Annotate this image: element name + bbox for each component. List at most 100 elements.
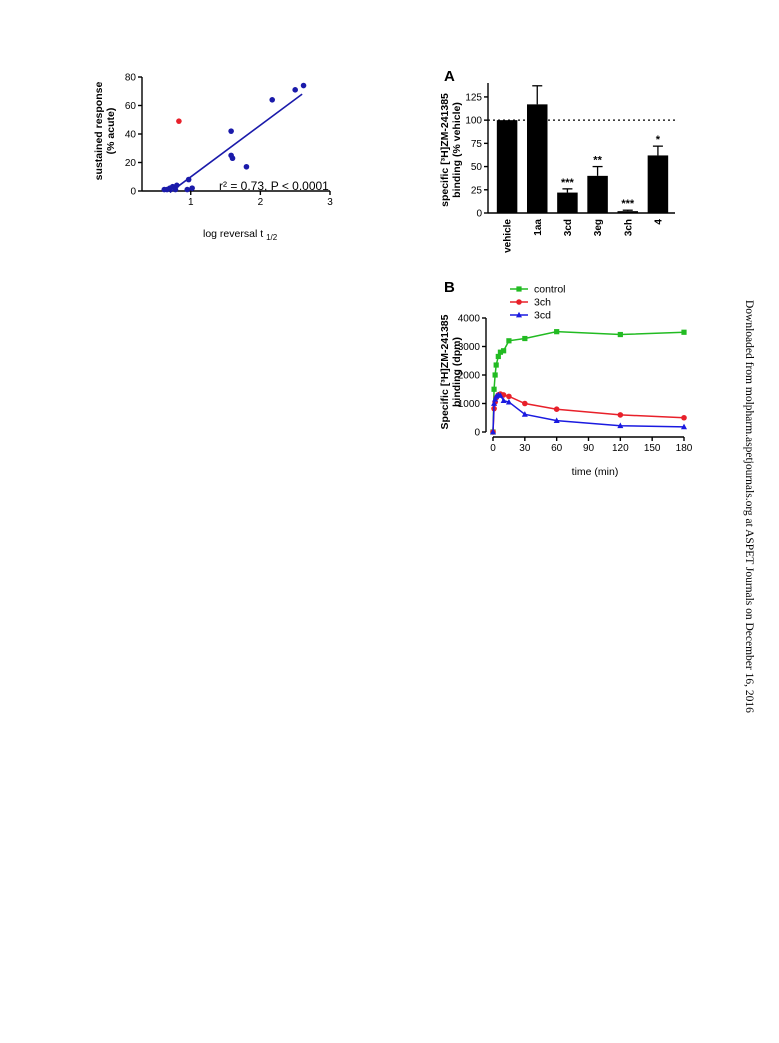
scatter-point <box>184 186 191 193</box>
line-3cd <box>492 394 685 433</box>
scatter-point <box>243 163 250 170</box>
bar-1aa <box>526 104 548 213</box>
line-point-control <box>554 329 560 335</box>
line-point-control <box>493 362 499 368</box>
scatter-annotation: r² = 0.73, P < 0.0001 <box>219 179 329 193</box>
line-y-tick-label: 4000 <box>458 314 481 325</box>
line-point-3cd <box>617 422 624 429</box>
bar-series: ********* <box>496 85 669 213</box>
bar-3ch <box>617 211 639 213</box>
line-x-tick-label: 30 <box>519 443 531 454</box>
line-point-3ch <box>522 400 528 407</box>
scatter-outlier-point <box>176 118 182 124</box>
bar-3eg <box>587 175 608 213</box>
scatter-ylabel-line2: (% acute) <box>105 108 117 155</box>
bar-category-label: 3eg <box>593 219 604 236</box>
line-ylabel-line1: Specific [³H]ZM-241385 <box>439 314 451 429</box>
line-x-tick-label: 120 <box>612 443 629 454</box>
scatter-point <box>189 185 195 191</box>
bar-category-label: 4 <box>653 219 664 225</box>
line-point-control <box>522 335 528 342</box>
bar-y-tick-label: 125 <box>465 92 482 103</box>
scatter-points <box>161 82 307 193</box>
scatter-y-tick-label: 60 <box>125 101 137 112</box>
scatter-x-tick-label: 2 <box>258 197 264 208</box>
legend-label-control: control <box>534 284 566 296</box>
line-point-3cd <box>490 428 496 435</box>
scatter-x-tick-label: 3 <box>327 197 333 208</box>
bar-3cd <box>557 192 578 213</box>
line-point-3ch <box>506 393 512 400</box>
line-point-control <box>491 386 497 392</box>
legend-marker-3cd <box>516 311 522 318</box>
bar-ylabel-line2: binding (% vehicle) <box>451 102 463 198</box>
bar-significance-4: * <box>656 134 661 146</box>
line-ylabel-line2: binding (dpm) <box>451 337 463 407</box>
line-chart-panel-b: B 0 1000 2000 3000 4000 0 30 60 90 120 150 180 cont… <box>439 279 693 478</box>
line-x-tick-label: 150 <box>644 443 661 454</box>
scatter-y-tick-label: 80 <box>125 73 137 84</box>
scatter-y-tick-label: 20 <box>125 158 137 169</box>
bar-category-label: 3cd <box>563 219 574 236</box>
bar-y-tick-label: 50 <box>471 162 483 173</box>
bar-y-tick-label: 75 <box>471 139 483 150</box>
scatter-point <box>174 182 180 189</box>
line-point-3ch <box>617 412 624 418</box>
bar-y-tick-label: 0 <box>476 209 482 220</box>
scatter-regression-line <box>169 93 303 194</box>
line-point-3cd <box>521 411 528 417</box>
line-point-3cd <box>491 400 498 406</box>
bar-category-labels: vehicle 1aa 3cd 3eg 3ch 4 <box>503 219 665 253</box>
bar-y-tick-label: 100 <box>465 116 482 127</box>
line-point-control <box>506 338 512 344</box>
line-point-3cd <box>505 398 512 405</box>
line-point-control <box>681 329 687 335</box>
bar-significance-3eg: ** <box>593 155 602 167</box>
line-point-3cd <box>500 397 507 404</box>
line-axes: 0 1000 2000 3000 4000 0 30 60 90 120 150 180 <box>458 314 693 455</box>
line-point-control <box>617 331 623 338</box>
scatter-xlabel: log reversal t 1/2 <box>203 228 278 242</box>
line-series <box>490 329 687 435</box>
scatter-point <box>229 155 236 162</box>
panel-label-a: A <box>444 68 455 85</box>
scatter-point <box>185 176 192 183</box>
line-point-3cd <box>553 417 560 423</box>
legend-label-3cd: 3cd <box>534 310 551 322</box>
bar-significance-3cd: *** <box>561 177 575 189</box>
line-x-tick-label: 0 <box>490 443 496 454</box>
bar-axes: 0 25 50 75 100 125 <box>465 83 675 220</box>
scatter-fit-line <box>169 93 303 194</box>
download-notice: Downloaded from molpharm.aspetjournals.o… <box>743 300 765 713</box>
line-x-tick-label: 90 <box>583 443 595 454</box>
line-y-tick-label: 0 <box>474 428 480 439</box>
bar-4 <box>647 155 669 213</box>
line-point-3cd <box>681 423 687 430</box>
scatter-point <box>292 87 298 93</box>
download-notice-text: Downloaded from molpharm.aspetjournals.o… <box>743 300 755 713</box>
scatter-x-tick-label: 1 <box>188 197 194 208</box>
scatter-chart: 0 20 40 60 80 1 2 3 r² = 0.73, P < 0.0001 log r… <box>93 73 333 243</box>
line-y-tick-label: 1000 <box>458 399 481 410</box>
line-point-3ch <box>681 414 687 421</box>
scatter-ylabel-line1: sustained response <box>93 82 105 181</box>
scatter-point <box>172 186 179 193</box>
legend-marker-3ch <box>516 299 522 305</box>
line-point-3cd <box>497 392 504 398</box>
line-point-3ch <box>553 406 560 412</box>
scatter-y-tick-label: 40 <box>125 130 137 141</box>
scatter-y-tick-label: 0 <box>130 187 136 198</box>
panel-label-b: B <box>444 279 455 296</box>
scatter-point <box>269 97 276 103</box>
bar-category-label: vehicle <box>503 219 514 253</box>
line-point-control <box>492 372 498 378</box>
legend-marker-control <box>516 286 522 292</box>
bar-ylabel-line1: specific [³H]ZM-241385 <box>439 93 451 207</box>
legend-label-3ch: 3ch <box>534 297 551 309</box>
line-point-control <box>497 349 504 355</box>
bar-category-label: 1aa <box>533 219 544 236</box>
line-point-control <box>495 353 501 360</box>
line-y-tick-label: 3000 <box>458 342 481 353</box>
